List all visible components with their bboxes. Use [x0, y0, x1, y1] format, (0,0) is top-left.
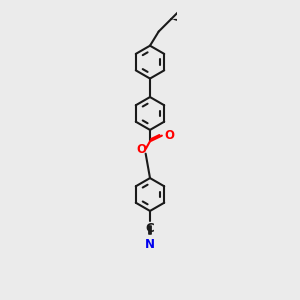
Text: C: C: [146, 222, 154, 235]
Text: O: O: [165, 129, 175, 142]
Text: O: O: [136, 143, 146, 156]
Polygon shape: [171, 19, 183, 22]
Text: N: N: [145, 238, 155, 251]
